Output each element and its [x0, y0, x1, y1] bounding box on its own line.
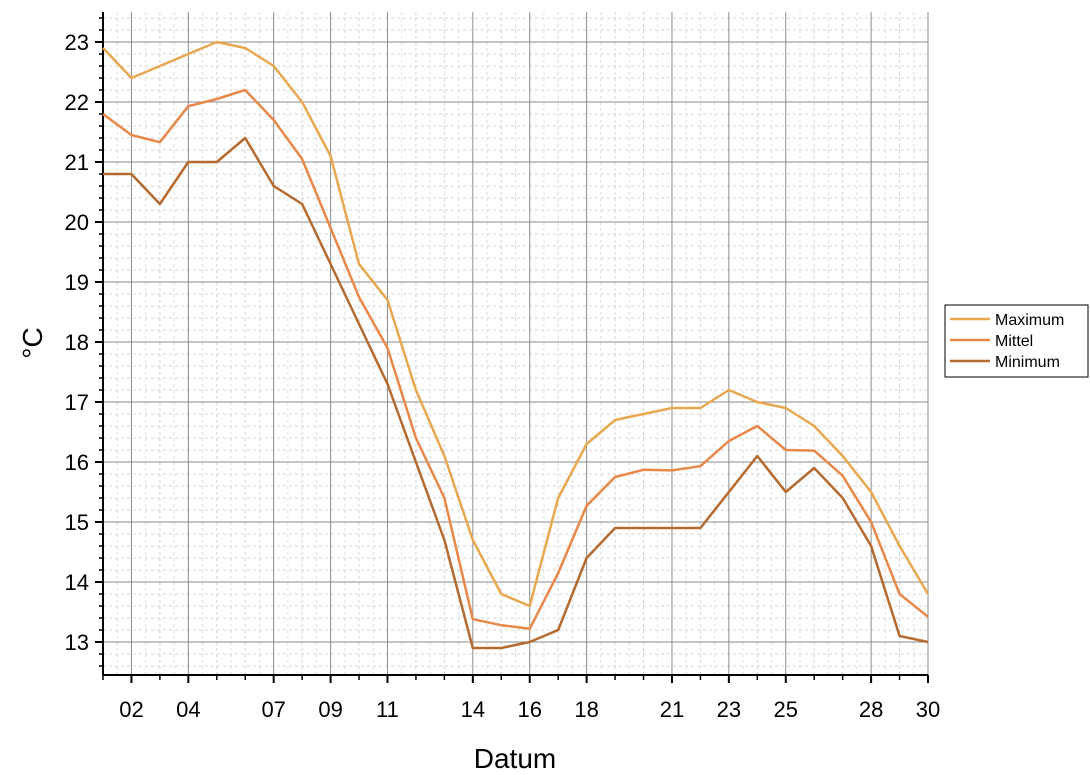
- legend-label-minimum: Minimum: [995, 354, 1060, 371]
- grid-major-lines: [103, 12, 929, 675]
- x-tick-label: 28: [859, 697, 883, 722]
- y-tick-label: 13: [65, 630, 89, 655]
- x-tick-label: 02: [119, 697, 143, 722]
- y-tick-label: 23: [65, 30, 89, 55]
- legend-label-maximum: Maximum: [995, 312, 1064, 329]
- y-tick-label: 14: [65, 570, 89, 595]
- y-tick-label: 18: [65, 330, 89, 355]
- x-tick-label: 04: [176, 697, 200, 722]
- x-tick-label: 14: [461, 697, 485, 722]
- x-tick-label: 07: [261, 697, 285, 722]
- legend-label-mittel: Mittel: [995, 333, 1033, 350]
- series-line-maximum: [102, 40, 930, 608]
- axes: [95, 12, 929, 683]
- y-tick-label: 19: [65, 270, 89, 295]
- grid-minor-lines: [102, 12, 928, 675]
- x-tick-label: 25: [774, 697, 798, 722]
- series-line-minimum: [103, 136, 929, 650]
- tick-labels: 13 14 15 16 17 18 19 20 21 22 23 02 04 07 09 11 14 16 18 21…: [65, 30, 941, 722]
- x-tick-label: 30: [916, 697, 940, 722]
- x-tick-label: 21: [660, 697, 684, 722]
- y-tick-label: 16: [65, 450, 89, 475]
- y-tick-label: 20: [65, 210, 89, 235]
- x-tick-label: 09: [318, 697, 342, 722]
- x-tick-label: 16: [517, 697, 541, 722]
- legend: Maximum Mittel Minimum: [944, 304, 1089, 378]
- x-tick-label: 11: [376, 697, 399, 722]
- x-tick-label: 18: [574, 697, 598, 722]
- series-lines: [102, 40, 930, 650]
- y-axis-title: °C: [17, 327, 48, 358]
- y-tick-label: 17: [65, 390, 89, 415]
- y-tick-label: 21: [65, 150, 89, 175]
- y-tick-label: 15: [65, 510, 89, 535]
- x-tick-label: 23: [717, 697, 741, 722]
- y-tick-label: 22: [65, 90, 89, 115]
- series-line-mittel: [102, 88, 929, 631]
- x-axis-title: Datum: [474, 743, 556, 774]
